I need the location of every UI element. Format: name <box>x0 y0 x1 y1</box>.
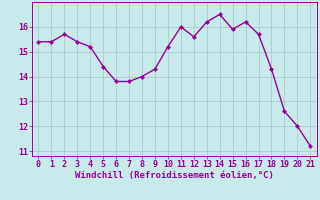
X-axis label: Windchill (Refroidissement éolien,°C): Windchill (Refroidissement éolien,°C) <box>75 171 274 180</box>
